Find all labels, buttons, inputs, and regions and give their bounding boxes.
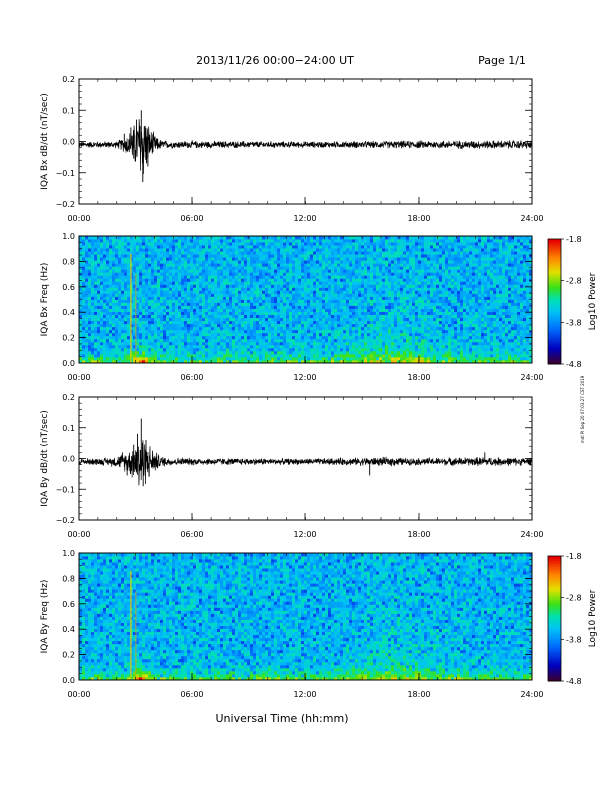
x-tick-label: 18:00 — [407, 530, 430, 539]
page-indicator: Page 1/1 — [478, 54, 526, 67]
y-tick-label: 0.0 — [62, 138, 75, 147]
colorbar-title: Log10 Power — [588, 272, 598, 330]
x-tick-label: 00:00 — [67, 373, 90, 382]
y-tick-label: 0.8 — [62, 257, 75, 266]
dbdt-panel: 0.2 0.1 0.0 −0.1 −0.2 00:00 06:00 12:00 18:00 24:… — [40, 393, 544, 539]
x-tick-label: 18:00 — [407, 690, 430, 699]
x-tick-label: 24:00 — [520, 530, 543, 539]
colorbar-tick-label: -2.8 — [566, 277, 582, 286]
y-tick-label: 0.0 — [62, 359, 75, 368]
x-tick-label: 12:00 — [293, 214, 316, 223]
panels: 0.2 0.1 0.0 −0.1 −0.2 00:00 06:00 12:00 18:00 24:… — [40, 75, 544, 699]
x-tick-label: 00:00 — [67, 530, 90, 539]
y-axis-title: IQA By dB/dt (nT/sec) — [40, 410, 50, 507]
x-tick-label: 12:00 — [293, 373, 316, 382]
dbdt-series-line — [78, 440, 533, 486]
side-note: mdI Pl Sep 20 07:03:27 CST 2019 — [580, 375, 585, 443]
spectrogram-panel: 1.0 0.8 0.6 0.4 0.2 0.0 00:00 06:00 12:00 18:00 24… — [40, 232, 544, 382]
y-tick-label: 0.1 — [62, 106, 75, 115]
x-tick-label: 06:00 — [180, 690, 203, 699]
colorbar-tick-label: -4.8 — [566, 677, 582, 686]
colorbar-tick-label: -1.8 — [566, 552, 582, 561]
y-tick-label: 0.1 — [62, 424, 75, 433]
x-tick-label: 18:00 — [407, 214, 430, 223]
dbdt-series-line — [78, 119, 533, 175]
x-tick-label: 00:00 — [67, 690, 90, 699]
y-tick-label: −0.1 — [56, 169, 75, 178]
colorbar: -1.8 -2.8 -3.8 -4.8 Log10 Power — [547, 552, 598, 686]
y-tick-label: 0.8 — [62, 574, 75, 583]
x-tick-label: 12:00 — [293, 690, 316, 699]
x-axis-title: Universal Time (hh:mm) — [216, 712, 349, 725]
x-tick-label: 18:00 — [407, 373, 430, 382]
x-tick-label: 06:00 — [180, 373, 203, 382]
x-tick-label: 24:00 — [520, 214, 543, 223]
colorbar-tick-label: -3.8 — [566, 635, 582, 644]
colorbar-title: Log10 Power — [588, 589, 598, 647]
y-axis-title: IQA By Freq (Hz) — [40, 580, 50, 654]
x-tick-label: 24:00 — [520, 690, 543, 699]
y-tick-label: 0.2 — [62, 393, 75, 402]
y-tick-label: 0.0 — [62, 455, 75, 464]
y-tick-label: −0.2 — [56, 516, 75, 525]
spectrogram-panel: 1.0 0.8 0.6 0.4 0.2 0.0 00:00 06:00 12:00 18:00 24… — [40, 549, 544, 699]
y-tick-label: 0.0 — [62, 676, 75, 685]
spectrogram-cells — [79, 553, 533, 681]
y-tick-label: 1.0 — [62, 549, 75, 558]
y-tick-label: 0.4 — [62, 625, 75, 634]
y-tick-label: 0.2 — [62, 334, 75, 343]
x-tick-label: 06:00 — [180, 530, 203, 539]
y-tick-label: 0.2 — [62, 75, 75, 84]
y-axis-title: IQA Bx Freq (Hz) — [40, 263, 50, 337]
colorbar: -1.8 -2.8 -3.8 -4.8 Log10 Power — [547, 235, 598, 369]
colorbar-tick-label: -3.8 — [566, 318, 582, 327]
y-tick-label: −0.1 — [56, 485, 75, 494]
colorbar-tick-label: -2.8 — [566, 594, 582, 603]
x-tick-label: 12:00 — [293, 530, 316, 539]
y-tick-label: 0.4 — [62, 308, 75, 317]
y-tick-label: 0.6 — [62, 283, 75, 292]
y-tick-label: 1.0 — [62, 232, 75, 241]
y-tick-label: −0.2 — [56, 200, 75, 209]
y-axis-title: IQA Bx dB/dt (nT/sec) — [40, 93, 50, 190]
colorbar-tick-label: -1.8 — [566, 235, 582, 244]
spectrogram-cells — [79, 236, 533, 364]
colorbar-tick-label: -4.8 — [566, 360, 582, 369]
y-tick-label: 0.6 — [62, 600, 75, 609]
dbdt-panel: 0.2 0.1 0.0 −0.1 −0.2 00:00 06:00 12:00 18:00 24:… — [40, 75, 544, 223]
y-tick-label: 0.2 — [62, 651, 75, 660]
x-tick-label: 06:00 — [180, 214, 203, 223]
figure-title: 2013/11/26 00:00−24:00 UT — [196, 54, 354, 67]
x-tick-label: 00:00 — [67, 214, 90, 223]
x-tick-label: 24:00 — [520, 373, 543, 382]
